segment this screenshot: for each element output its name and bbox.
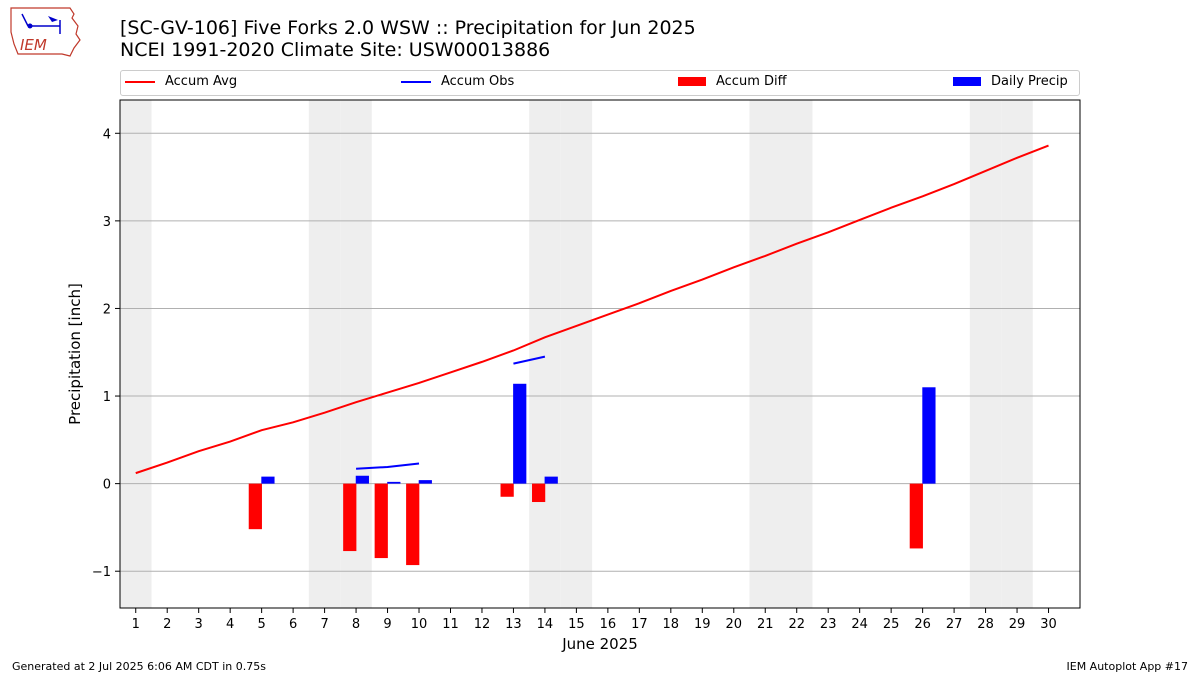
accum-diff-bar-day-8 [343,483,357,552]
y-tick-label-2: 2 [103,302,111,317]
accum-diff-bar-day-14 [532,483,546,503]
legend-daily-precip: Daily Precip [953,74,1068,89]
x-tick-label-15: 15 [568,617,585,632]
x-tick-label-17: 17 [631,617,648,632]
x-tick-label-4: 4 [226,617,234,632]
legend-daily-precip-swatch [953,77,981,86]
x-tick-label-28: 28 [977,617,994,632]
y-tick-label-4: 4 [103,127,111,142]
x-tick-label-20: 20 [725,617,742,632]
weekend-shade-day-7 [308,100,341,608]
x-axis-label: June 2025 [561,635,638,653]
daily-precip-bar-day-14 [544,476,558,484]
x-tick-label-24: 24 [851,617,868,632]
x-tick-label-18: 18 [663,617,680,632]
accum-diff-bar-day-9 [374,483,388,559]
weekend-shade-day-22 [780,100,813,608]
plot-frame [119,99,1081,609]
x-tick-label-7: 7 [320,617,328,632]
accum-diff-bar-day-13 [500,483,514,497]
daily-precip-bar-day-13 [513,383,527,484]
y-tick-label--1: −1 [92,565,111,580]
legend-daily-precip-label: Daily Precip [991,74,1068,89]
bars [248,383,936,566]
daily-precip-bar-day-8 [355,475,369,484]
x-tick-label-26: 26 [914,617,931,632]
accum-avg-line [135,144,1049,475]
accum-obs-line-1 [356,462,420,470]
x-tick-label-3: 3 [195,617,203,632]
title-line-2: NCEI 1991-2020 Climate Site: USW00013886 [120,39,551,61]
daily-precip-bar-day-26 [922,387,936,484]
title-line-1: [SC-GV-106] Five Forks 2.0 WSW :: Precip… [120,17,696,39]
x-tick-label-13: 13 [505,617,522,632]
y-tick-label-3: 3 [103,215,111,230]
footer-generated: Generated at 2 Jul 2025 6:06 AM CDT in 0… [12,660,266,673]
x-tick-label-19: 19 [694,617,711,632]
x-tick-label-25: 25 [883,617,900,632]
weekend-shade-day-14 [529,100,561,608]
legend: Accum Avg Accum Obs Accum Diff Daily Pre… [120,70,1080,96]
weekend-shade-day-29 [1001,100,1033,608]
logo-text: IEM [20,36,47,54]
iem-logo: IEM [8,4,82,60]
x-tick-label-8: 8 [352,617,360,632]
daily-precip-bar-day-5 [261,476,275,484]
axes: 1 2 3 4 5 6 7 8 9 10 11 12 13 14 15 16 17 18 19 20 21 22 23 24 2… [92,127,1057,632]
x-tick-label-16: 16 [600,617,617,632]
weekend-shade-day-1 [120,100,152,608]
footer-app: IEM Autoplot App #17 [1066,660,1189,673]
x-tick-label-10: 10 [411,617,428,632]
legend-accum-diff: Accum Diff [678,74,787,89]
legend-accum-obs: Accum Obs [401,74,514,89]
weekend-shade-day-15 [560,100,593,608]
x-tick-label-30: 30 [1040,617,1057,632]
x-tick-label-11: 11 [442,617,459,632]
legend-accum-diff-label: Accum Diff [716,74,787,89]
y-axis-label: Precipitation [inch] [66,283,84,425]
legend-accum-avg: Accum Avg [125,74,237,89]
lines [135,144,1049,475]
legend-accum-avg-swatch [125,80,155,83]
weekend-shade-day-28 [969,100,1002,608]
x-tick-label-22: 22 [788,617,805,632]
accum-diff-bar-day-26 [909,483,923,549]
legend-accum-diff-swatch [678,77,706,86]
y-tick-label-0: 0 [103,478,111,493]
weekend-shading [120,100,1033,608]
daily-precip-bar-day-10 [418,480,432,484]
x-tick-label-14: 14 [537,617,554,632]
x-tick-label-5: 5 [257,617,265,632]
accum-diff-bar-day-10 [406,483,420,566]
chart-title: [SC-GV-106] Five Forks 2.0 WSW :: Precip… [120,17,696,61]
legend-accum-obs-label: Accum Obs [441,74,515,89]
accum-obs-line-2 [513,355,546,365]
x-tick-label-6: 6 [289,617,297,632]
x-tick-label-21: 21 [757,617,774,632]
x-tick-label-29: 29 [1009,617,1026,632]
x-tick-label-12: 12 [474,617,491,632]
x-tick-label-9: 9 [383,617,391,632]
accum-diff-bar-day-5 [248,483,262,530]
y-tick-label-1: 1 [103,390,111,405]
x-tick-label-23: 23 [820,617,837,632]
daily-precip-bar-day-9 [387,481,401,484]
x-tick-label-27: 27 [946,617,963,632]
x-tick-label-1: 1 [132,617,140,632]
legend-accum-avg-label: Accum Avg [165,74,238,89]
x-tick-label-2: 2 [163,617,171,632]
legend-accum-obs-swatch [401,80,431,83]
gridlines [120,132,1080,572]
weekend-shade-day-21 [749,100,781,608]
